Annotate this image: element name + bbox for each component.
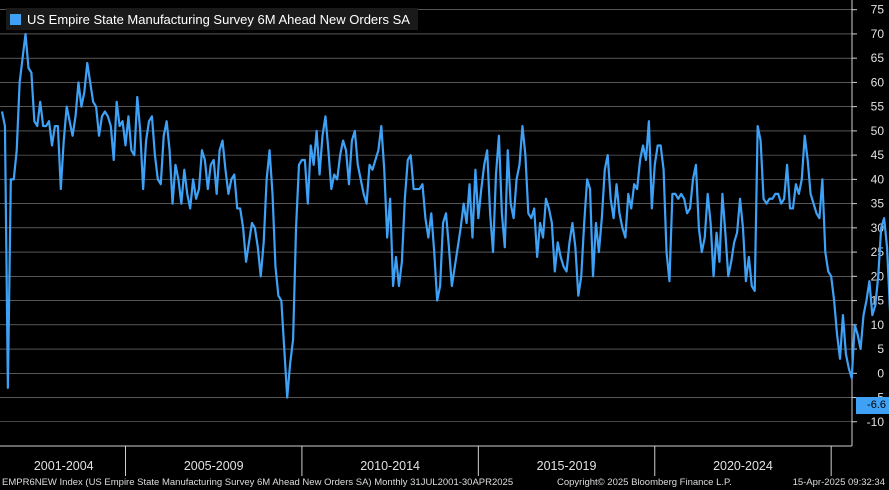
footer-timestamp: 15-Apr-2025 09:32:34 bbox=[792, 477, 885, 488]
y-axis: -10-5051015202530354045505560657075 bbox=[851, 0, 885, 446]
footer-source: EMPR6NEW Index (US Empire State Manufact… bbox=[2, 477, 514, 488]
y-tick-label: 50 bbox=[871, 124, 885, 138]
y-tick-label: 25 bbox=[871, 245, 885, 259]
y-tick-label: 5 bbox=[877, 342, 884, 356]
y-tick-label: 35 bbox=[871, 197, 885, 211]
x-period-label: 2010-2014 bbox=[360, 459, 420, 473]
y-tick-label: 40 bbox=[871, 172, 885, 186]
legend-label: US Empire State Manufacturing Survey 6M … bbox=[27, 11, 410, 27]
y-tick-label: 70 bbox=[871, 27, 885, 41]
footer: EMPR6NEW Index (US Empire State Manufact… bbox=[0, 476, 889, 490]
y-tick-label: 10 bbox=[871, 318, 885, 332]
y-tick-label: -10 bbox=[867, 415, 885, 429]
x-period-label: 2020-2024 bbox=[713, 459, 773, 473]
y-tick-label: 15 bbox=[871, 294, 885, 308]
legend: US Empire State Manufacturing Survey 6M … bbox=[6, 8, 418, 30]
x-period-label: 2001-2004 bbox=[34, 459, 94, 473]
series-line bbox=[0, 32, 889, 399]
y-tick-label: 60 bbox=[871, 75, 885, 89]
legend-swatch bbox=[10, 13, 21, 25]
y-tick-label: 55 bbox=[871, 100, 885, 114]
footer-copyright: Copyright© 2025 Bloomberg Finance L.P. bbox=[557, 477, 732, 488]
y-tick-label: 65 bbox=[871, 51, 885, 65]
x-axis: 2001-2004 2005-2009 2010-2014 2015-2019 2020… bbox=[0, 445, 852, 476]
last-value-label: -6.6 bbox=[856, 396, 889, 414]
y-tick-label: 0 bbox=[877, 366, 884, 380]
y-tick-label: 45 bbox=[871, 148, 885, 162]
y-tick-label: 75 bbox=[871, 3, 885, 17]
x-period-label: 2015-2019 bbox=[537, 459, 597, 473]
x-period-label: 2005-2009 bbox=[184, 459, 244, 473]
